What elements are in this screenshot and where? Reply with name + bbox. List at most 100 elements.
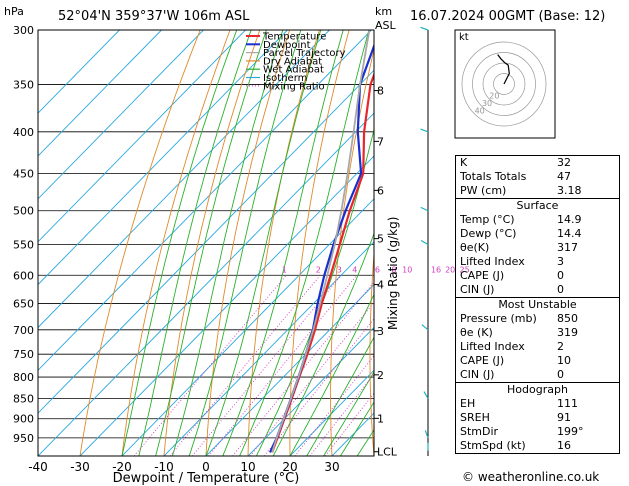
- mixing-ratio-label: 1: [282, 265, 287, 274]
- surface-label: Temp (°C): [460, 213, 515, 226]
- height-tick-label: 6: [377, 184, 384, 197]
- index-tt-row: Totals Totals 47: [460, 170, 571, 183]
- pressure-tick-label: 850: [13, 392, 34, 405]
- isotherm-line: [163, 241, 374, 456]
- wet-adiabat-line: [323, 370, 374, 456]
- datetime-label: 16.07.2024 00GMT (Base: 12): [410, 9, 606, 24]
- surface-row: Temp (°C) 14.9: [456, 213, 619, 227]
- wet-adiabat-line: [289, 293, 374, 456]
- wet-adiabat-line: [306, 336, 374, 456]
- wet-adiabat-line: [171, 30, 284, 456]
- surface-section: Surface Temp (°C) 14.9 Dewp (°C) 14.4 θe(K) 3…: [456, 198, 619, 297]
- mixing-ratio-line: [169, 275, 321, 456]
- height-unit-km: km: [375, 5, 393, 18]
- isotherm-line: [38, 112, 374, 456]
- legend-entry: Isotherm: [263, 73, 307, 84]
- wind-barb: [424, 430, 429, 439]
- isotherm-line: [205, 283, 374, 456]
- mixing-ratio-label: 20: [445, 265, 455, 274]
- hodograph-frame: [454, 29, 556, 139]
- hodograph-stats-section: Hodograph EH 111 SREH 91 StmDir 199° StmSpd (k…: [456, 382, 619, 453]
- hodograph-trace: [497, 54, 510, 85]
- height-tick-label: 2: [377, 369, 384, 382]
- surface-label: Lifted Index: [460, 255, 525, 268]
- dry-adiabat-line: [369, 248, 374, 456]
- most-unstable-row: θe (K) 319: [456, 326, 619, 340]
- surface-label: θe(K): [460, 241, 490, 254]
- most-unstable-label: Pressure (mb): [460, 312, 537, 325]
- mixing-ratio-label: 4: [352, 265, 357, 274]
- hodograph-ring: [461, 41, 547, 127]
- temperature-tick-label: -20: [112, 460, 132, 474]
- profile-temperature: [271, 71, 374, 453]
- most-unstable-row: CIN (J) 0: [456, 368, 619, 382]
- hodograph-ring: [472, 52, 536, 116]
- plot-frame: [37, 29, 375, 457]
- wet-adiabat-line: [188, 30, 302, 456]
- wet-adiabat-line: [155, 30, 267, 456]
- surface-label: CAPE (J): [460, 269, 505, 282]
- wet-adiabat-line: [222, 30, 344, 456]
- pressure-tick-label: 450: [13, 167, 34, 180]
- indices-table: K 32 Totals Totals 47 PW (cm) 3.18 Surface …: [455, 155, 620, 454]
- dry-adiabat-line: [205, 30, 291, 456]
- dry-adiabat-line: [121, 30, 231, 456]
- surface-value: 0: [557, 283, 564, 296]
- hodograph-stat-row: SREH 91: [456, 411, 619, 425]
- legend-entry: Parcel Trajectory: [263, 48, 346, 59]
- hodograph-stat-row: StmDir 199°: [456, 425, 619, 439]
- surface-row: Lifted Index 3: [456, 255, 619, 269]
- pressure-tick-label: 350: [13, 79, 34, 92]
- pressure-tick-label: 700: [13, 324, 34, 337]
- dry-adiabat-line: [408, 30, 438, 456]
- wet-adiabat-line: [205, 30, 322, 456]
- legend-entry: Dewpoint: [263, 40, 311, 51]
- hodograph-stat-label: StmSpd (kt): [460, 439, 526, 452]
- height-tick-label: LCL: [377, 446, 398, 459]
- most-unstable-row: CAPE (J) 10: [456, 354, 619, 368]
- hodograph-stat-label: EH: [460, 397, 476, 410]
- hodograph-stat-value: 91: [557, 411, 571, 424]
- most-unstable-value: 319: [557, 326, 578, 339]
- hodograph-stat-label: StmDir: [460, 425, 499, 438]
- surface-row: CIN (J) 0: [456, 283, 619, 297]
- profile-parcel-trajectory: [271, 30, 371, 453]
- isotherm-line: [38, 30, 204, 200]
- isotherm-line: [289, 369, 374, 456]
- surface-label: Dewp (°C): [460, 227, 517, 240]
- height-tick-label: 8: [377, 85, 384, 98]
- isotherm-line: [38, 69, 374, 414]
- height-tick-label: 1: [377, 412, 384, 425]
- height-tick-label: 3: [377, 325, 384, 338]
- isotherm-line: [247, 326, 374, 456]
- pressure-tick-label: 950: [13, 432, 34, 445]
- isotherm-line: [79, 155, 374, 456]
- mixing-ratio-label: 16: [431, 265, 441, 274]
- surface-row: Dewp (°C) 14.4: [456, 227, 619, 241]
- isotherm-line: [38, 30, 330, 329]
- wind-barb: [421, 324, 429, 331]
- height-tick-label: 7: [377, 135, 384, 148]
- surface-value: 317: [557, 241, 578, 254]
- temperature-tick-label: -30: [70, 460, 90, 474]
- pressure-tick-label: 500: [13, 205, 34, 218]
- surface-value: 14.4: [557, 227, 582, 240]
- temperature-tick-label: -10: [154, 460, 174, 474]
- wet-adiabat-line: [138, 30, 252, 456]
- hodograph-stat-value: 16: [557, 439, 571, 452]
- height-tick-label: 5: [377, 233, 384, 246]
- most-unstable-row: Lifted Index 2: [456, 340, 619, 354]
- hodograph-ring-label: 20: [489, 92, 499, 101]
- pressure-tick-label: 800: [13, 371, 34, 384]
- height-unit-asl: ASL: [375, 19, 396, 32]
- wet-adiabat-line: [272, 232, 374, 456]
- pressure-tick-label: 900: [13, 413, 34, 426]
- mixing-ratio-label: 6: [375, 265, 380, 274]
- pressure-tick-label: 400: [13, 126, 34, 139]
- most-unstable-value: 850: [557, 312, 578, 325]
- surface-title: Surface: [516, 199, 559, 212]
- surface-value: 3: [557, 255, 564, 268]
- wind-barb: [420, 26, 429, 31]
- most-unstable-value: 0: [557, 368, 564, 381]
- temperature-tick-label: 0: [202, 460, 210, 474]
